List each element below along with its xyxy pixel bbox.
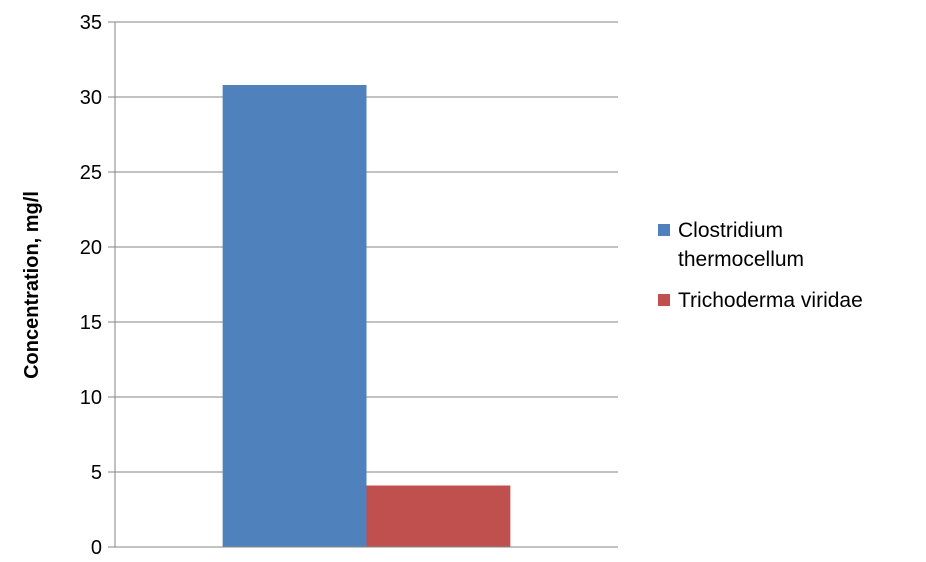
bars xyxy=(222,85,511,547)
y-tick-label: 5 xyxy=(91,462,102,484)
y-axis-title: Concentration, mg/l xyxy=(21,191,43,379)
legend: Clostridium thermocellum Trichoderma virid… xyxy=(658,219,863,312)
y-tick-label: 25 xyxy=(80,162,102,184)
y-tick-label: 10 xyxy=(80,387,102,409)
legend-label: thermocellum xyxy=(678,248,804,271)
bar xyxy=(366,485,511,547)
legend-swatch xyxy=(658,294,670,306)
y-tick-label: 15 xyxy=(80,312,102,334)
y-tick-label: 30 xyxy=(80,87,102,109)
legend-label: Clostridium xyxy=(678,219,783,242)
legend-label: Trichoderma viridae xyxy=(678,289,863,312)
y-tick-label: 35 xyxy=(80,12,102,34)
legend-swatch xyxy=(658,224,670,236)
bar xyxy=(222,85,367,547)
y-tick-labels: 0 5 10 15 20 25 30 35 xyxy=(80,12,102,559)
y-tick-label: 20 xyxy=(80,237,102,259)
y-tick-label: 0 xyxy=(91,537,102,557)
axes xyxy=(114,22,618,548)
